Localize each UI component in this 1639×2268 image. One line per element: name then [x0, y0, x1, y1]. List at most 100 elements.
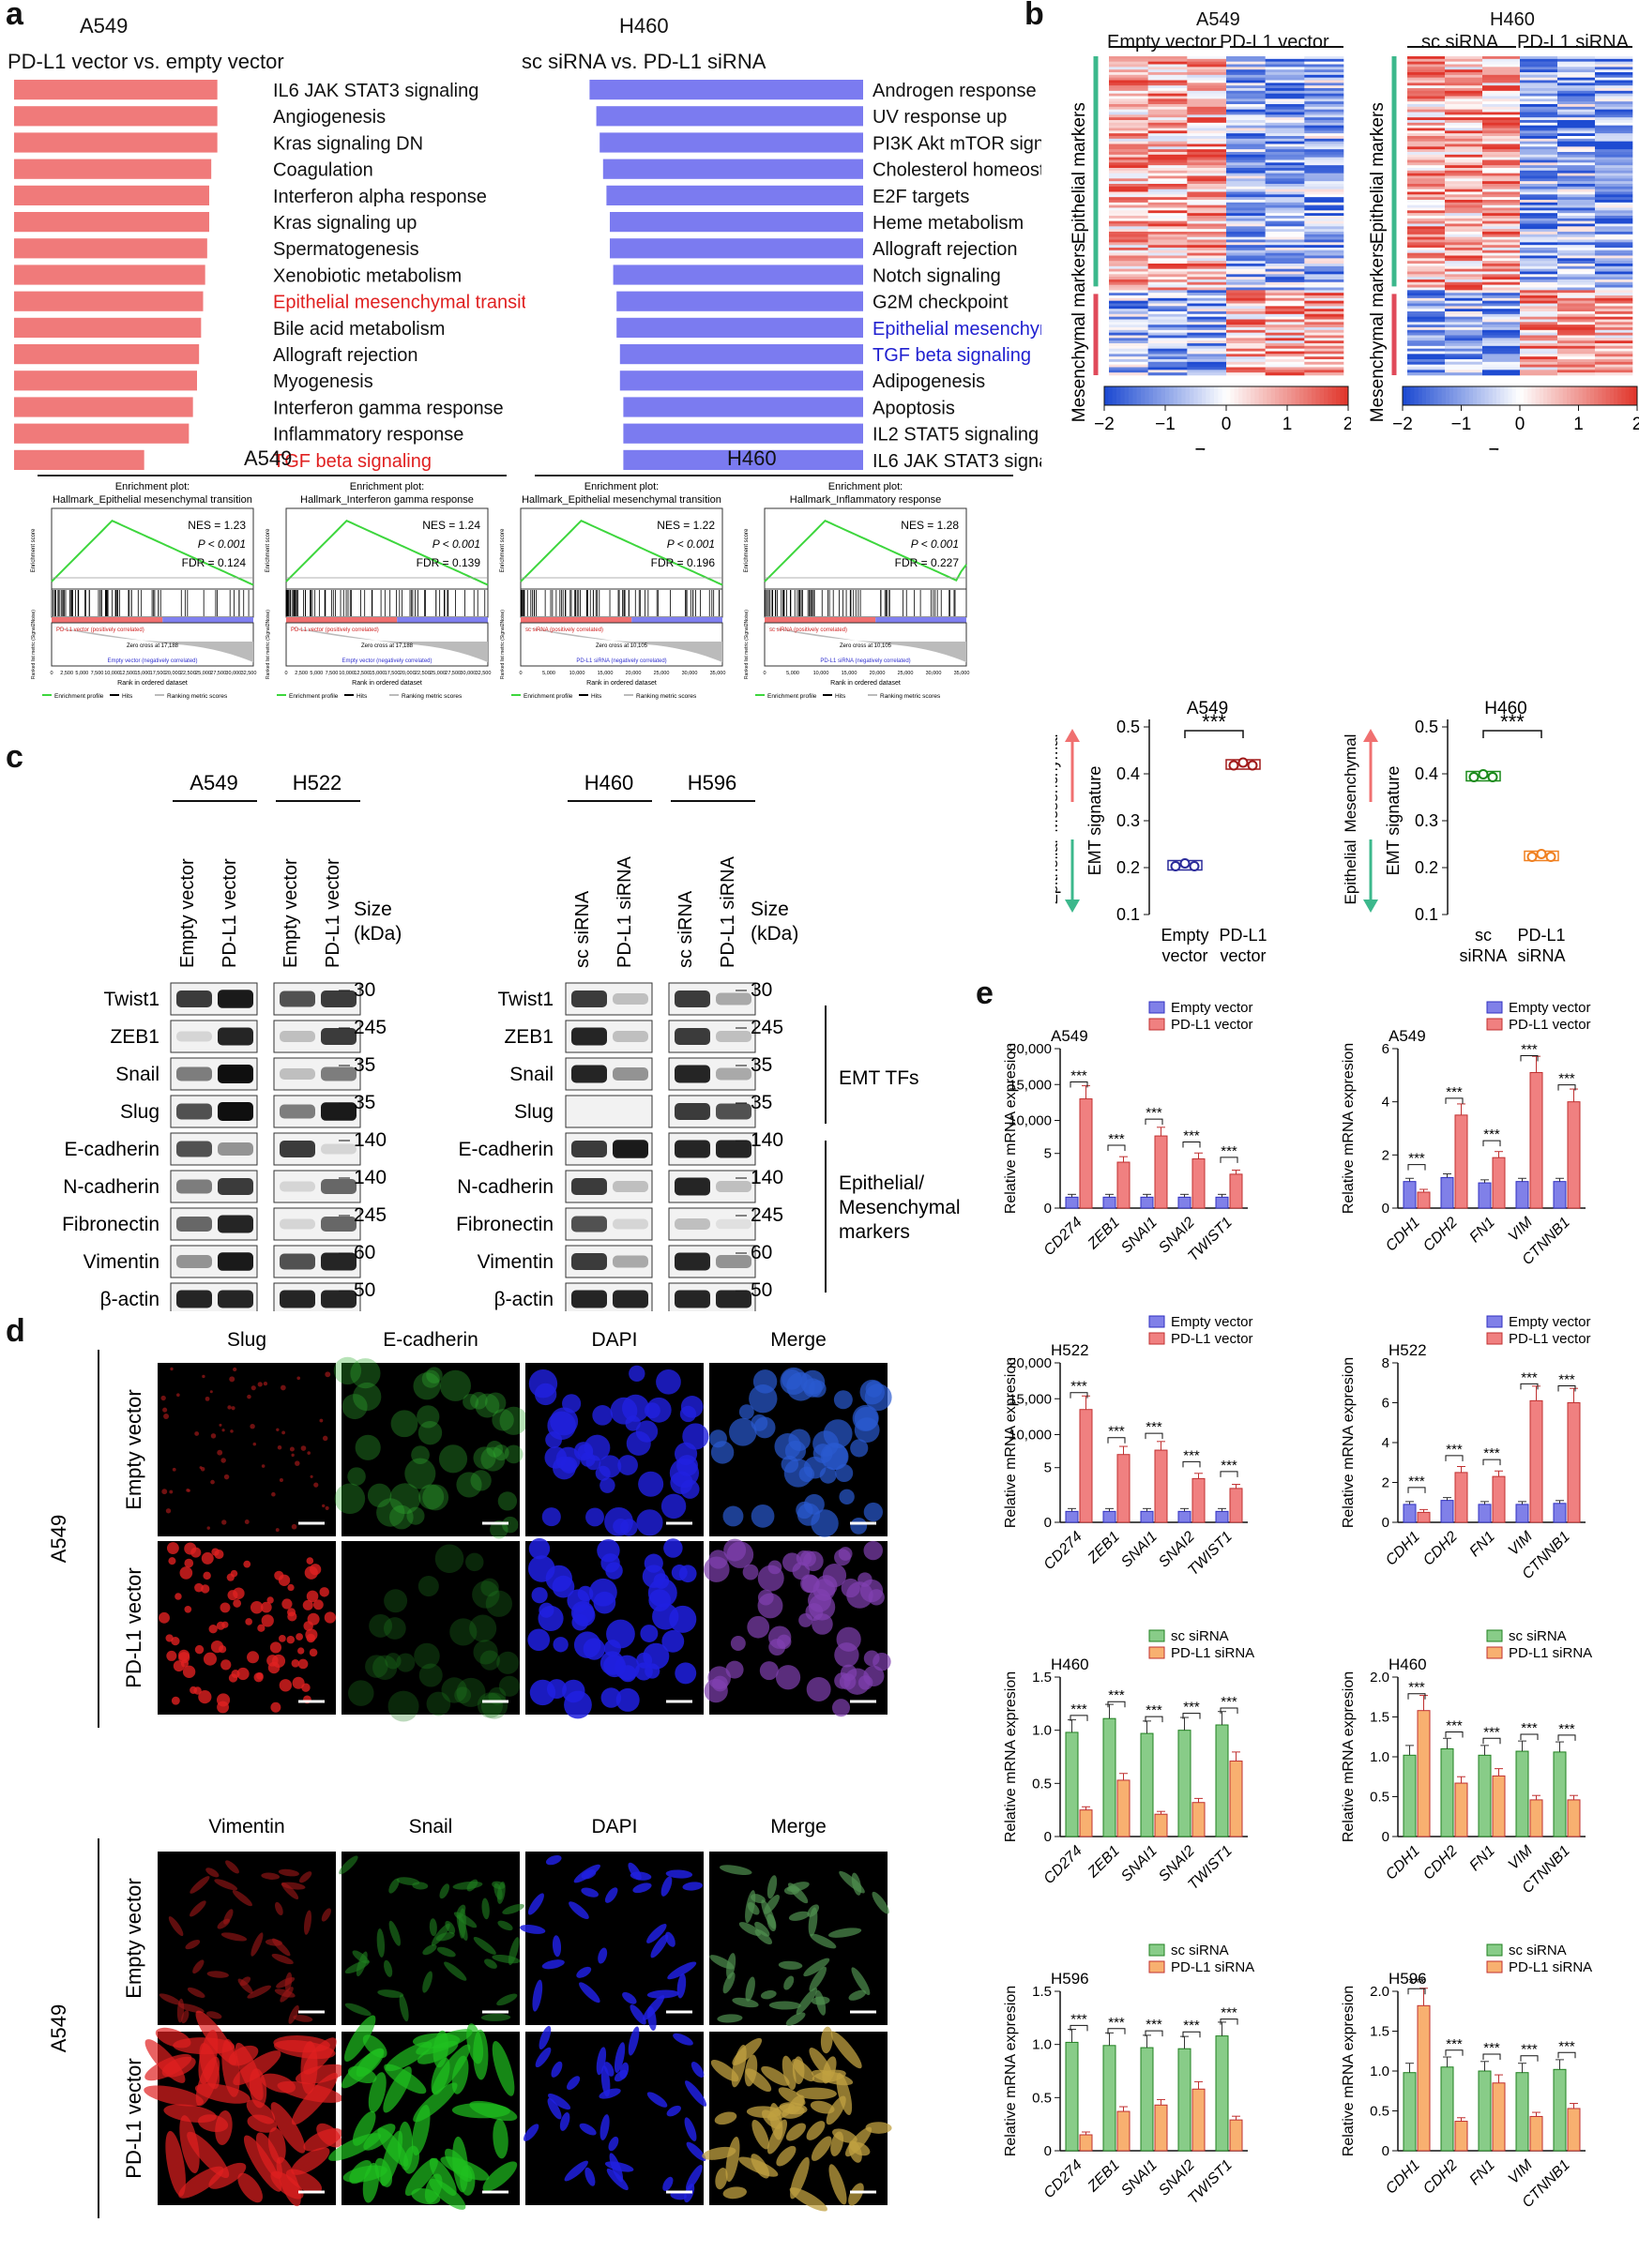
hm-cell	[1445, 85, 1483, 89]
hm-cell	[1557, 74, 1596, 78]
hm-cell	[1557, 154, 1596, 158]
if-signal	[322, 1504, 326, 1508]
hm-cell	[1557, 372, 1596, 376]
hm-cell	[1109, 157, 1148, 160]
hm-cell	[1226, 200, 1266, 204]
hm-cell	[1109, 311, 1148, 315]
e-sig-bracket	[1445, 1097, 1464, 1104]
gsea-enrichment-profile	[285, 520, 489, 586]
hm-cell	[1557, 309, 1596, 312]
hm-cell	[1187, 271, 1227, 275]
hm-cell	[1147, 351, 1188, 355]
emt-ylabel: EMT signature	[1384, 766, 1403, 876]
if-signal	[529, 1679, 556, 1706]
if-signal	[583, 1638, 605, 1660]
e-cell-label: H460	[1051, 1656, 1089, 1673]
hm-cell	[1265, 184, 1305, 188]
colorbar-tick-label: −2	[1392, 415, 1413, 434]
hm-cell	[1407, 359, 1446, 363]
hm-cell	[1595, 184, 1633, 188]
hm-cell	[1482, 80, 1521, 83]
hm-cell	[1557, 207, 1596, 211]
if-signal	[347, 2065, 377, 2084]
hm-cell	[1557, 325, 1596, 328]
hm-cell	[1304, 348, 1344, 352]
e-bar	[1515, 1750, 1529, 1837]
hm-cell	[1187, 74, 1227, 78]
if-signal	[190, 1547, 202, 1558]
bar-7	[14, 265, 205, 285]
colorbar-step	[1234, 386, 1239, 405]
hm-cell	[1445, 245, 1483, 249]
hm-cell	[1226, 226, 1266, 230]
gsea-tick: 0	[284, 671, 287, 676]
if-signal	[615, 1687, 640, 1712]
hm-cell	[1595, 354, 1633, 357]
hm-cell	[1187, 220, 1227, 224]
hm-cell	[1445, 154, 1483, 158]
bar-1	[14, 106, 218, 127]
e-ylabel: Relative mRNA expresion	[1341, 1043, 1357, 1214]
hm-cell	[1482, 274, 1521, 278]
hm-cell	[1595, 367, 1633, 370]
hm-cell	[1482, 313, 1521, 317]
hm-cell	[1265, 348, 1305, 352]
e-ytick-label: 0	[1382, 2143, 1389, 2159]
hm-cell	[1109, 117, 1148, 121]
term-label-13: IL2 STAT5 signaling	[873, 425, 1039, 446]
e-bar	[1403, 2072, 1417, 2152]
e-sig-bracket	[1445, 2049, 1464, 2056]
hm-cell	[1557, 72, 1596, 76]
emt-point	[1478, 769, 1489, 779]
if-signal	[279, 1477, 283, 1483]
blot-band	[571, 1290, 607, 1308]
if-signal	[418, 1484, 445, 1510]
hm-cell	[1304, 136, 1344, 140]
gsea-tick: 2,500	[60, 671, 73, 676]
hm-cell	[1557, 340, 1596, 344]
blot-row-label: β-actin	[494, 1289, 554, 1310]
gsea-p: P < 0.001	[667, 537, 715, 551]
e-legend-label: PD-L1 siRNA	[1509, 1959, 1592, 1975]
if-signal	[492, 2041, 515, 2096]
hm-cell	[1187, 313, 1227, 317]
e-sig: ***	[1483, 2040, 1500, 2056]
hm-cell	[1109, 319, 1148, 323]
hm-epi-label: Epithelial markers	[1070, 102, 1089, 244]
hm-cell	[1407, 340, 1446, 344]
if-signal	[349, 2159, 372, 2185]
hm-cell	[1595, 136, 1633, 140]
hm-cell	[1109, 216, 1148, 219]
e-ytick-label: 0	[1382, 1829, 1389, 1845]
e-sig: ***	[1521, 1042, 1538, 1058]
hm-cell	[1109, 255, 1148, 259]
gsea-group-a549: A549	[38, 446, 507, 476]
blot-band	[613, 993, 648, 1005]
if-signal	[388, 1920, 401, 1946]
hm-cell	[1482, 157, 1521, 160]
gsea-plot-3: Enrichment plot:Hallmark_Inflammatory re…	[744, 481, 969, 700]
if-signal	[609, 2153, 624, 2183]
hm-cell	[1109, 90, 1148, 94]
hm-cell	[1147, 104, 1188, 108]
hm-cell	[1445, 93, 1483, 97]
colorbar-step	[1477, 386, 1481, 405]
hm-cell	[1147, 159, 1188, 163]
hm-cell	[1187, 191, 1227, 195]
if-signal	[384, 1959, 393, 1977]
if-signal	[280, 1384, 286, 1391]
if-signal	[502, 1516, 519, 1534]
hm-cell	[1557, 61, 1596, 65]
gsea-ylabel2: Ranked list metric (Signal2Noise)	[31, 610, 37, 679]
hm-cell	[1226, 316, 1266, 320]
hm-cell	[1109, 112, 1148, 115]
gsea-tick: 27,500	[210, 671, 226, 676]
bar-13	[14, 423, 190, 444]
hm-cell	[1557, 248, 1596, 251]
if-signal	[295, 2064, 347, 2084]
hm-cell	[1595, 114, 1633, 118]
term-label-12: Apoptosis	[873, 398, 955, 418]
colorbar-step	[1193, 386, 1199, 405]
hm-cell	[1147, 274, 1188, 278]
if-signal	[640, 1625, 659, 1643]
